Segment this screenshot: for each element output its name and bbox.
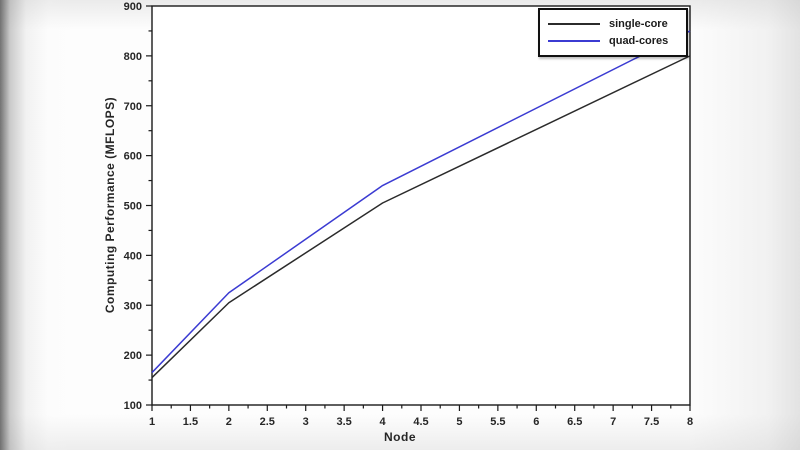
x-tick-label: 1 [149, 416, 155, 428]
legend-line-sample-single-core [548, 22, 600, 25]
legend-line-sample-quad-cores [548, 40, 600, 43]
x-tick-label: 7 [610, 416, 616, 428]
x-axis-title: Node [384, 430, 416, 444]
y-tick-label: 500 [124, 201, 142, 213]
y-tick-label: 900 [124, 1, 142, 13]
x-tick-label: 2.5 [260, 416, 275, 428]
x-tick-label: 5 [456, 416, 462, 428]
y-axis-title: Computing Performance (MFLOPS) [103, 96, 117, 314]
x-tick-label: 1.5 [183, 416, 198, 428]
legend-item-single-core: single-core [548, 18, 678, 30]
series-line-quad-cores [151, 30, 691, 374]
y-tick-label: 300 [124, 300, 142, 312]
x-tick-label: 7.5 [644, 416, 659, 428]
y-tick-label: 100 [124, 400, 142, 412]
y-tick-label: 400 [124, 250, 142, 262]
y-tick-label: 700 [124, 101, 142, 113]
x-tick-label: 5.5 [490, 416, 505, 428]
x-tick-label: 4 [380, 416, 387, 428]
x-axis-ticks: 1 1.5 2 2.5 3 3.5 4 4.5 5 5.5 6 6.5 7 7.5 8 [149, 405, 693, 428]
legend: single-core quad-cores [538, 8, 688, 57]
x-tick-label: 8 [687, 416, 693, 428]
x-tick-label: 6.5 [567, 416, 582, 428]
x-tick-label: 6 [533, 416, 539, 428]
x-tick-label: 2 [226, 416, 232, 428]
x-tick-label: 4.5 [413, 416, 428, 428]
series-line-single-core [151, 55, 691, 379]
legend-label-single-core: single-core [609, 17, 668, 30]
legend-label-quad-cores: quad-cores [609, 35, 669, 48]
y-tick-label: 200 [124, 350, 142, 362]
x-tick-label: 3 [303, 416, 309, 428]
plot-border [151, 5, 691, 406]
y-axis-ticks: 100 200 300 400 500 600 700 800 900 [124, 1, 152, 412]
x-tick-label: 3.5 [336, 416, 351, 428]
legend-item-quad-cores: quad-cores [548, 35, 678, 47]
y-tick-label: 800 [124, 51, 142, 63]
y-tick-label: 600 [124, 151, 142, 163]
